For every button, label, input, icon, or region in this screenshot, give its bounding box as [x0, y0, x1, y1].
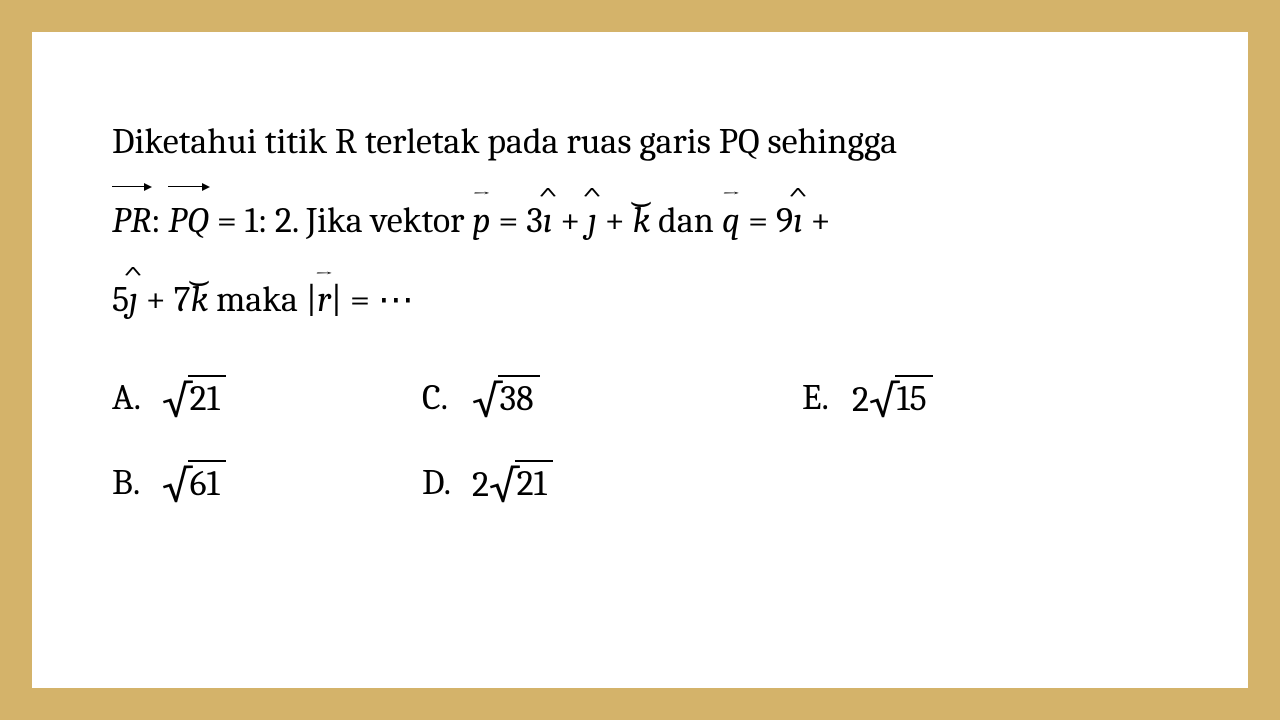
colon: : [151, 200, 160, 241]
option-A[interactable]: A. √21 [112, 375, 422, 420]
vec-r: r [317, 260, 331, 339]
option-D[interactable]: D. 2√21 [422, 460, 802, 505]
dan: dan [650, 200, 722, 241]
option-label: C. [422, 377, 452, 418]
question-text: Diketahui titik R terletak pada ruas gar… [112, 102, 1178, 340]
sqrt: √21 [489, 460, 553, 505]
sqrt: √61 [162, 460, 226, 505]
sqrt: √21 [162, 375, 226, 420]
i-hat-2: ı [793, 181, 802, 260]
option-label: E. [802, 377, 832, 418]
coef: 2 [852, 379, 869, 420]
eq2: = 9 [740, 200, 793, 241]
radicand: 21 [515, 460, 553, 505]
radicand: 15 [895, 375, 933, 420]
option-label: B. [112, 462, 142, 503]
option-label: D. [422, 462, 452, 503]
sqrt-symbol: √ [869, 379, 899, 424]
option-value: 2√21 [472, 460, 553, 505]
j-hat-2: ȷ [129, 260, 138, 339]
option-value: 2√15 [852, 375, 933, 420]
k-hat-2: k [191, 260, 209, 339]
option-value: √61 [162, 460, 226, 505]
plus4: + 7 [138, 279, 191, 320]
options-grid: A. √21 C. √38 E. 2√15 B. √61 D. [112, 375, 1178, 505]
vec-q: q [722, 181, 740, 260]
sqrt-symbol: √ [162, 379, 192, 424]
sqrt-symbol: √ [472, 379, 502, 424]
option-value: √21 [162, 375, 226, 420]
option-value: √38 [472, 375, 540, 420]
question-card: Diketahui titik R terletak pada ruas gar… [32, 32, 1248, 688]
i-hat-1: ı [543, 181, 552, 260]
k-hat-1: k [633, 181, 651, 260]
ratio-text: = 1: 2. Jika vektor [209, 200, 472, 241]
sqrt-symbol: √ [162, 464, 192, 509]
coef: 2 [472, 464, 489, 505]
maka: maka | [208, 279, 317, 320]
option-C[interactable]: C. √38 [422, 375, 802, 420]
radicand: 38 [498, 375, 540, 420]
sqrt: √38 [472, 375, 540, 420]
sqrt: √15 [869, 375, 933, 420]
option-B[interactable]: B. √61 [112, 460, 422, 505]
j-hat-1: ȷ [588, 181, 597, 260]
sqrt-symbol: √ [489, 464, 519, 509]
q-line1-pre: Diketahui titik R terletak pada ruas gar… [112, 121, 897, 162]
option-label: A. [112, 377, 142, 418]
vec-p: p [472, 181, 490, 260]
tail: | = ⋯ [331, 279, 414, 320]
radicand: 21 [188, 375, 226, 420]
radicand: 61 [188, 460, 226, 505]
option-E[interactable]: E. 2√15 [802, 375, 1102, 420]
eq1: = 3 [490, 200, 542, 241]
